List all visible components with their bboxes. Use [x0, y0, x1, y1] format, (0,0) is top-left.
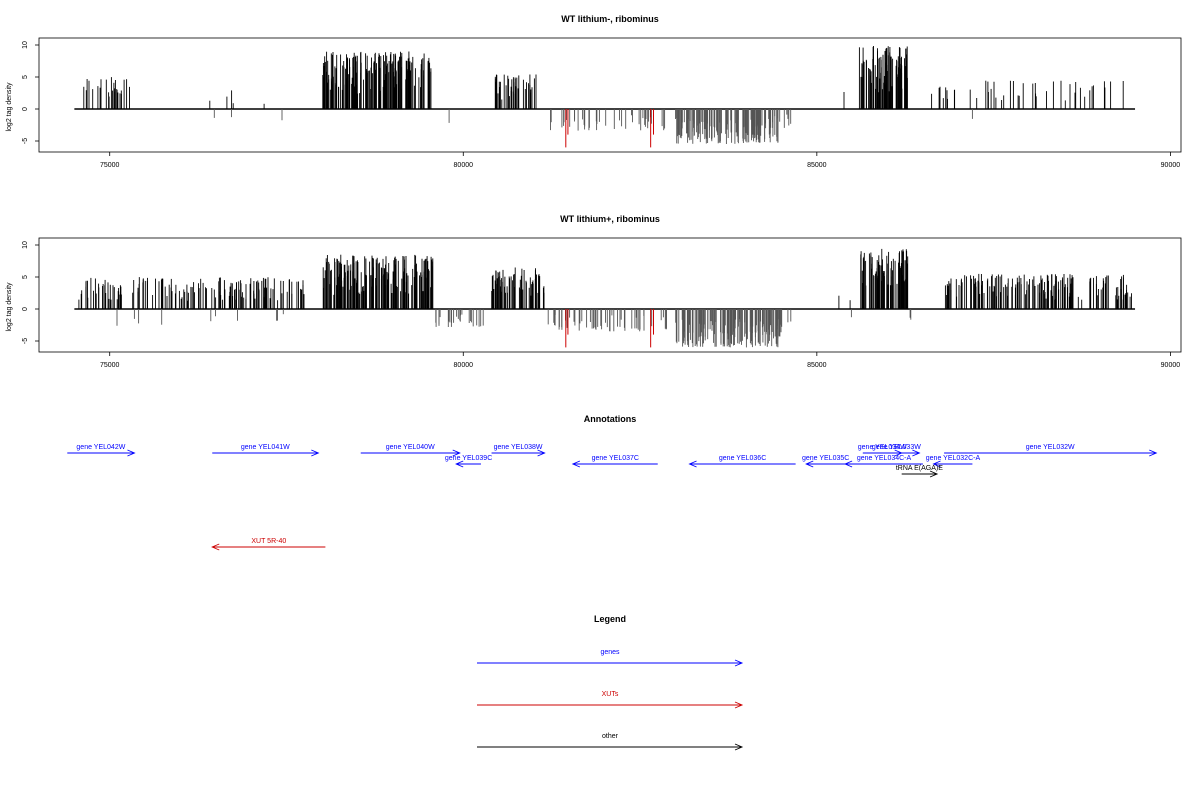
x-tick-label: 80000	[454, 362, 474, 369]
annotation-label: tRNA E(AGA)E	[896, 465, 943, 472]
xut-arrow: XUT 5R-40	[211, 538, 326, 551]
legend-arrowhead	[734, 659, 744, 667]
gene-arrow: gene YEL034C-A	[843, 455, 923, 468]
legend-arrowhead	[734, 701, 744, 709]
annotation-arrowhead	[843, 460, 853, 468]
legend-label: genes	[600, 649, 620, 656]
annotation-label: gene YEL034C-A	[857, 455, 912, 462]
legend-item-gene: genes	[477, 649, 744, 667]
y-tick-label: 5	[22, 75, 29, 79]
panel-title: WT lithium-, ribominus	[561, 14, 659, 24]
gene-arrow: gene YEL042W	[67, 444, 136, 457]
annotation-arrowhead	[932, 460, 941, 468]
annotation-label: gene YEL040W	[386, 444, 435, 451]
gene-arrow: gene YEL032W	[944, 444, 1158, 457]
annotation-arrowhead	[127, 449, 136, 457]
annotation-label: gene YEL033W	[872, 444, 921, 451]
other-arrow: tRNA E(AGA)E	[896, 465, 943, 478]
gene-arrow: gene YEL036C	[688, 455, 796, 468]
x-tick-label: 75000	[100, 162, 120, 169]
annotation-label: gene YEL032W	[1026, 444, 1075, 451]
panel-1: -5 0 5 10 log2 tag density 75000 80000 85000 900…	[6, 37, 1182, 169]
x-tick-label: 80000	[454, 162, 474, 169]
x-tick-label: 75000	[100, 362, 120, 369]
annotation-arrowhead	[211, 543, 220, 551]
annotation-label: gene YEL039C	[445, 455, 492, 462]
annotation-label: gene YEL042W	[76, 444, 125, 451]
y-tick-label: -5	[22, 138, 29, 144]
gene-arrow: gene YEL033W	[872, 444, 921, 457]
legend-arrowhead	[734, 743, 744, 751]
annotations-title: Annotations	[584, 414, 637, 424]
plot-frame	[38, 37, 1182, 153]
panel-2: -5 0 5 10 log2 tag density 75000 80000 85000 900…	[6, 237, 1182, 369]
panel-title: WT lithium+, ribominus	[560, 214, 660, 224]
y-tick-label: 0	[22, 307, 29, 311]
legend-label: other	[602, 733, 619, 740]
y-axis-label: log2 tag density	[6, 282, 13, 332]
y-tick-label: 0	[22, 107, 29, 111]
annotation-label: gene YEL038W	[494, 444, 543, 451]
annotation-label: gene YEL032C-A	[926, 455, 981, 462]
x-tick-label: 90000	[1161, 362, 1181, 369]
annotation-label: gene YEL034W	[858, 444, 907, 451]
annotation-label: gene YEL036C	[719, 455, 766, 462]
x-tick-label: 85000	[807, 162, 827, 169]
annotation-arrowhead	[805, 460, 814, 468]
annotation-arrowhead	[311, 449, 320, 457]
gene-arrow: gene YEL032C-A	[926, 455, 981, 468]
x-tick-label: 85000	[807, 362, 827, 369]
gene-arrow: gene YEL035C	[802, 455, 849, 468]
annotation-arrowhead	[571, 460, 581, 468]
gene-arrow: gene YEL037C	[571, 455, 658, 468]
legend-item-xut: XUTs	[477, 691, 744, 709]
annotation-arrowhead	[537, 449, 546, 457]
density-bars	[83, 46, 1124, 148]
gene-arrow: gene YEL040W	[360, 444, 461, 457]
gene-arrow: gene YEL039C	[445, 455, 492, 468]
y-axis-label: log2 tag density	[6, 82, 13, 132]
annotation-arrowhead	[912, 449, 921, 457]
annotation-arrowhead	[1149, 449, 1158, 457]
y-tick-label: 5	[22, 275, 29, 279]
x-tick-label: 90000	[1161, 162, 1181, 169]
gene-arrow: gene YEL038W	[491, 444, 546, 457]
annotation-arrowhead	[455, 460, 464, 468]
annotation-label: XUT 5R-40	[251, 538, 286, 545]
legend-label: XUTs	[602, 691, 619, 698]
y-tick-label: -5	[22, 338, 29, 344]
annotation-arrowhead	[929, 470, 939, 478]
annotation-label: gene YEL035C	[802, 455, 849, 462]
y-tick-label: 10	[22, 41, 29, 49]
density-bars	[78, 248, 1132, 348]
annotation-label: gene YEL041W	[241, 444, 290, 451]
annotation-arrowhead	[688, 460, 697, 468]
legend-title: Legend	[594, 614, 626, 624]
legend-item-other: other	[477, 733, 744, 751]
annotation-arrowhead	[452, 449, 461, 457]
annotation-label: gene YEL037C	[592, 455, 639, 462]
gene-arrow: gene YEL041W	[212, 444, 320, 457]
y-tick-label: 10	[22, 241, 29, 249]
plot-frame	[38, 237, 1182, 353]
